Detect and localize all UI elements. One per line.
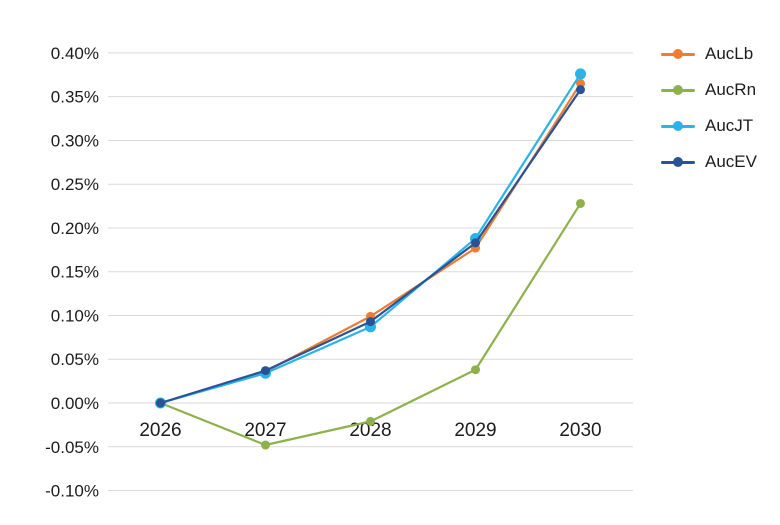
legend-label: AucJT — [705, 116, 754, 135]
data-point-AucRn — [261, 440, 270, 450]
y-tick-label: 0.20% — [51, 219, 99, 238]
y-tick-label: 0.25% — [51, 175, 99, 194]
data-point-AucRn — [576, 198, 585, 208]
legend-label: AucRn — [705, 80, 757, 99]
legend-marker-icon — [661, 42, 695, 66]
legend-marker-dot — [673, 121, 683, 131]
legend-marker-icon — [661, 114, 695, 138]
data-point-AucEV — [261, 366, 270, 376]
legend-label: AucLb — [705, 44, 754, 63]
x-tick-label: 2026 — [139, 420, 181, 441]
data-point-AucEV — [576, 85, 585, 95]
series-line-AucLb — [160, 82, 582, 405]
x-tick-label: 2027 — [244, 420, 286, 441]
legend: AucLb AucRn AucJT AucEV — [661, 42, 757, 174]
y-tick-label: 0.35% — [51, 88, 99, 107]
legend-marker-dot — [673, 85, 683, 95]
y-tick-label: 0.10% — [51, 306, 99, 325]
legend-marker-dot — [673, 49, 683, 59]
legend-item-AucEV: AucEV — [661, 150, 757, 174]
y-tick-label: 0.05% — [51, 350, 99, 369]
y-tick-label: 0.40% — [51, 44, 99, 63]
x-tick-label: 2030 — [559, 420, 601, 441]
legend-marker-icon — [661, 150, 695, 174]
x-tick-label: 2028 — [349, 420, 391, 441]
series-line-AucJT — [160, 73, 582, 405]
data-point-AucEV — [471, 238, 480, 248]
x-tick-label: 2029 — [454, 420, 496, 441]
legend-marker-icon — [661, 78, 695, 102]
legend-marker-dot — [673, 157, 683, 167]
legend-label: AucEV — [705, 152, 757, 171]
y-tick-label: 0.30% — [51, 131, 99, 150]
y-tick-label: -0.05% — [45, 438, 99, 457]
data-point-AucEV — [366, 317, 375, 327]
y-tick-label: 0.00% — [51, 394, 99, 413]
data-point-AucRn — [366, 416, 375, 426]
y-tick-label: 0.15% — [51, 263, 99, 282]
data-point-AucJT — [575, 68, 586, 80]
y-tick-label: -0.10% — [45, 482, 99, 501]
legend-item-AucJT: AucJT — [661, 114, 757, 138]
series-line-AucEV — [160, 89, 582, 405]
data-point-AucEV — [156, 398, 165, 408]
legend-item-AucLb: AucLb — [661, 42, 757, 66]
data-point-AucRn — [471, 365, 480, 375]
legend-item-AucRn: AucRn — [661, 78, 757, 102]
